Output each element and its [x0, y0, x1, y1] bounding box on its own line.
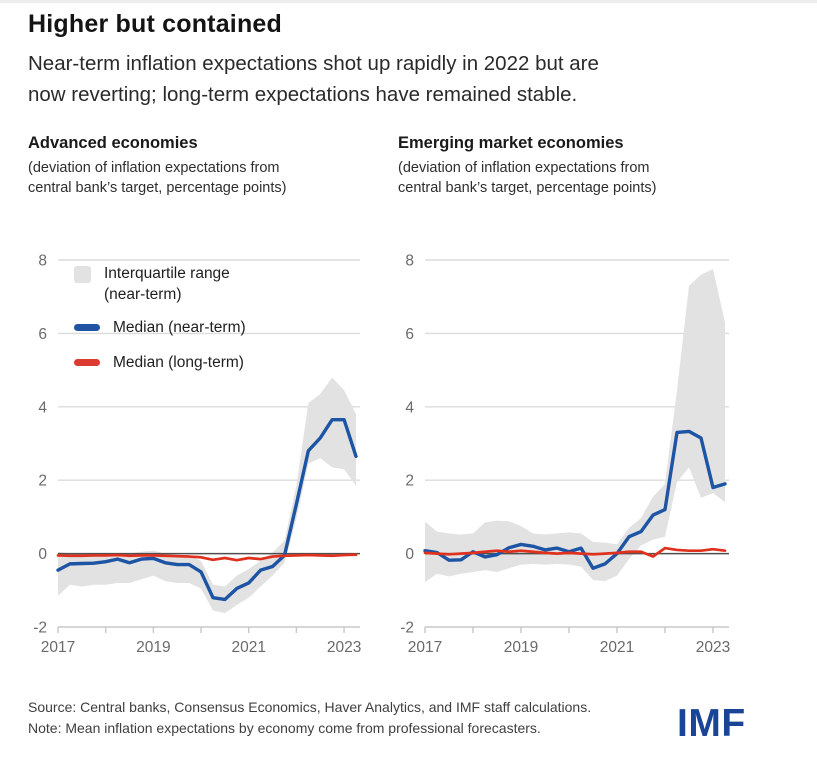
figure-title: Higher but contained [28, 10, 282, 38]
interquartile-range-swatch [74, 266, 91, 283]
panel-header-emerging: Emerging market economies (deviation of … [398, 134, 758, 198]
x-axis [57, 626, 360, 633]
median-long-term-swatch [74, 359, 100, 366]
legend-item-median-long-term: Median (long-term) [74, 352, 304, 373]
svg-text:2017: 2017 [41, 639, 75, 656]
gridlines [58, 259, 360, 481]
svg-text:2019: 2019 [136, 639, 170, 656]
panel-note-advanced-line2: central bank’s target, percentage points… [28, 180, 287, 196]
panel-title-emerging: Emerging market economies [398, 134, 624, 152]
panel-note-emerging: (deviation of inflation expectations fro… [398, 158, 758, 198]
median-long-term-line [423, 546, 727, 558]
median-near-term-swatch [74, 324, 100, 331]
interquartile-band [425, 269, 725, 583]
figure-subtitle: Near-term inflation expectations shot up… [28, 48, 599, 110]
svg-text:2: 2 [405, 473, 414, 490]
x-axis-labels: 2017 2019 2021 2023 [41, 639, 362, 656]
svg-text:8: 8 [38, 253, 47, 270]
legend-item-median-near-term: Median (near-term) [74, 317, 304, 338]
figure-subtitle-line2: now reverting; long-term expectations ha… [28, 83, 578, 106]
legend-label-median-long-term: Median (long-term) [113, 354, 244, 371]
svg-text:2021: 2021 [600, 639, 634, 656]
legend-label-interquartile: Interquartile range (near-term) [104, 265, 230, 303]
interquartile-band [58, 377, 356, 614]
chart-legend: Interquartile range (near-term) Median (… [74, 263, 304, 387]
x-axis-labels: 2017 2019 2021 2023 [408, 639, 730, 656]
svg-text:-2: -2 [33, 620, 47, 637]
median-near-term-line [56, 417, 358, 602]
y-axis-labels: 8 6 4 2 0 -2 [33, 253, 47, 637]
panel-title-advanced: Advanced economies [28, 134, 198, 152]
panel-note-emerging-line2: central bank’s target, percentage points… [398, 180, 657, 196]
svg-text:2023: 2023 [696, 639, 730, 656]
svg-text:0: 0 [38, 546, 47, 563]
svg-text:-2: -2 [400, 620, 414, 637]
svg-text:2021: 2021 [231, 639, 265, 656]
panel-note-advanced-line1: (deviation of inflation expectations fro… [28, 160, 280, 176]
x-axis [424, 626, 729, 633]
legend-label-median-near-term: Median (near-term) [113, 319, 246, 336]
advanced-economies-chart: 8 6 4 2 0 -2 2017 2019 2021 2023 [33, 253, 362, 657]
svg-text:2023: 2023 [327, 639, 361, 656]
median-long-term-line [56, 553, 358, 562]
methodology-note: Note: Mean inflation expectations by eco… [28, 720, 541, 736]
source-note: Source: Central banks, Consensus Economi… [28, 699, 592, 715]
svg-text:6: 6 [38, 326, 47, 343]
svg-text:2: 2 [38, 473, 47, 490]
top-divider [0, 0, 817, 3]
svg-text:2017: 2017 [408, 639, 442, 656]
svg-text:2019: 2019 [504, 639, 538, 656]
svg-text:4: 4 [405, 399, 414, 416]
imf-logo: IMF [677, 702, 746, 745]
panel-note-emerging-line1: (deviation of inflation expectations fro… [398, 160, 650, 176]
svg-text:4: 4 [38, 399, 47, 416]
emerging-economies-chart: 8 6 4 2 0 -2 2017 2019 2021 2023 [400, 253, 730, 657]
legend-item-interquartile: Interquartile range (near-term) [74, 263, 304, 305]
panel-note-advanced: (deviation of inflation expectations fro… [28, 158, 388, 198]
svg-text:8: 8 [405, 253, 414, 270]
svg-text:6: 6 [405, 326, 414, 343]
figure-footer: Source: Central banks, Consensus Economi… [28, 697, 591, 739]
panel-header-advanced: Advanced economies (deviation of inflati… [28, 134, 388, 198]
figure-subtitle-line1: Near-term inflation expectations shot up… [28, 52, 599, 75]
svg-text:0: 0 [405, 546, 414, 563]
y-axis-labels: 8 6 4 2 0 -2 [400, 253, 414, 637]
